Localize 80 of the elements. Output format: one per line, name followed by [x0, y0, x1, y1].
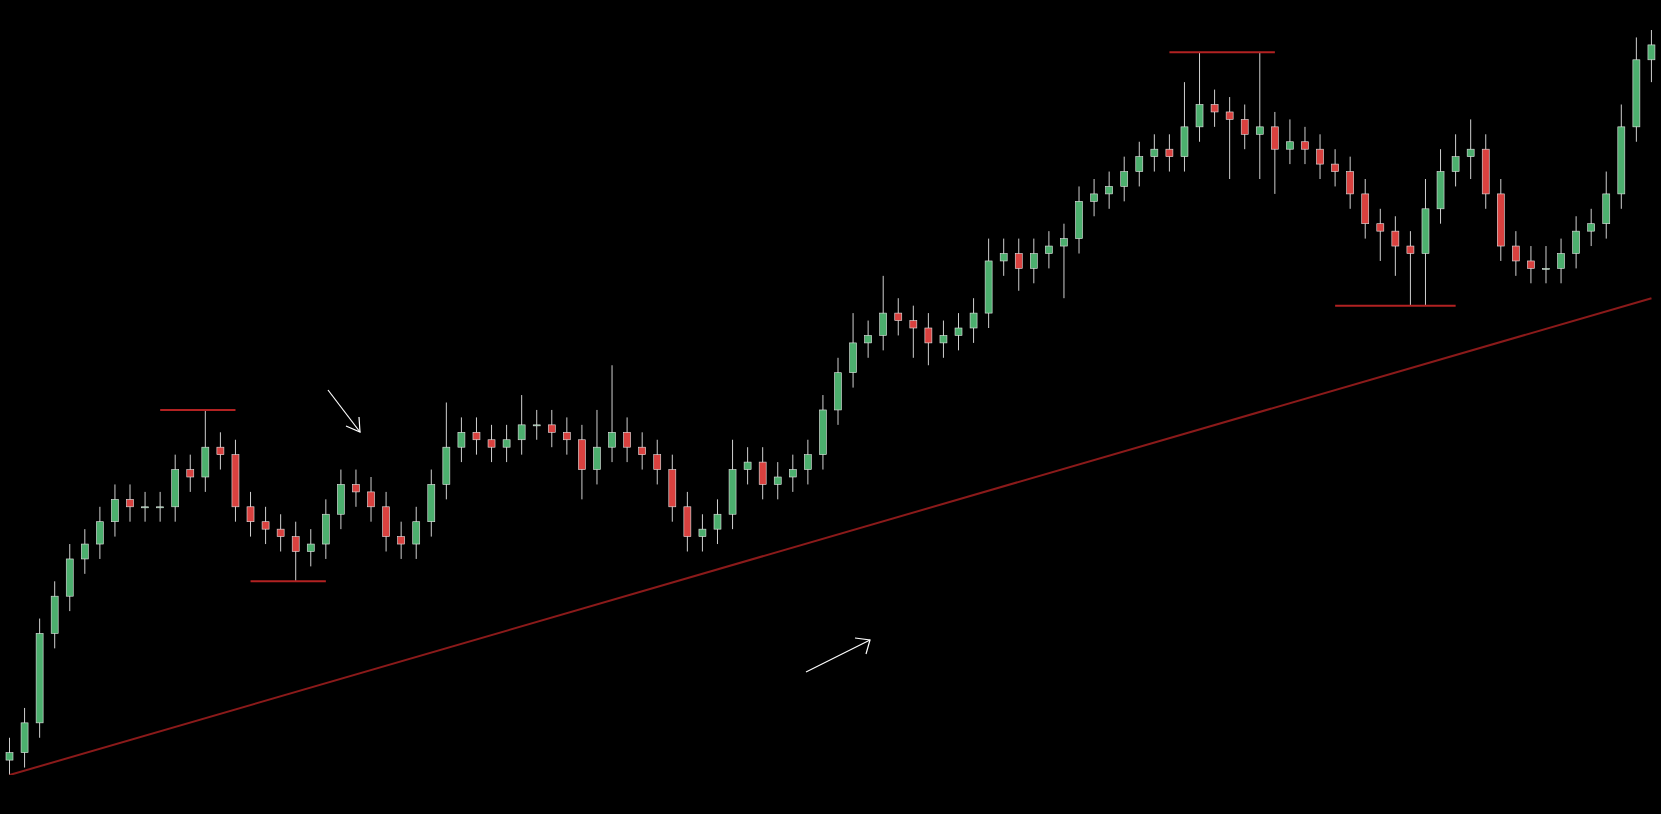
candlestick: [1271, 111, 1279, 195]
candlestick: [246, 491, 255, 538]
candlestick: [879, 275, 887, 351]
candlestick: [939, 320, 948, 359]
candlestick: [1512, 230, 1520, 277]
candlestick: [1225, 96, 1234, 180]
candlestick: [1210, 89, 1219, 128]
candlestick: [1060, 223, 1068, 299]
candlestick: [111, 483, 119, 538]
candlestick: [261, 506, 270, 545]
candlestick: [1030, 238, 1038, 284]
candlestick: [638, 431, 646, 471]
candlestick: [789, 454, 797, 493]
candlestick: [623, 416, 631, 463]
candlestick: [517, 394, 526, 456]
candlestick: [804, 439, 812, 485]
candlestick: [397, 521, 405, 560]
candlestick: [291, 521, 300, 582]
candlestick: [126, 483, 134, 523]
candlestick: [1542, 245, 1550, 284]
candlestick: [276, 513, 285, 552]
candlestick: [1090, 178, 1098, 217]
candlestick: [1301, 126, 1309, 165]
candlestick: [864, 320, 872, 359]
candlestick: [412, 506, 421, 560]
candlestick: [472, 416, 481, 456]
candlestick: [999, 238, 1008, 277]
candlestick: [608, 364, 616, 463]
candlestick: [96, 506, 104, 560]
candlestick: [1527, 245, 1535, 284]
candlestick: [743, 446, 752, 485]
candlestick: [1135, 141, 1144, 187]
candlestick: [1647, 30, 1656, 83]
candlestick: [698, 513, 707, 552]
candlestick: [1105, 171, 1113, 210]
candlestick: [5, 737, 14, 775]
candlestick: [1331, 148, 1339, 187]
candlestick: [1150, 133, 1159, 173]
candlestick: [156, 491, 164, 523]
candlestick: [457, 416, 466, 463]
candlestick: [186, 454, 195, 493]
candlestick: [894, 297, 903, 336]
candlestick: [547, 409, 556, 448]
candlestick: [924, 312, 933, 366]
candlestick: [1316, 133, 1324, 180]
candlestick: [367, 476, 375, 523]
candlestick: [306, 528, 315, 567]
candlestick: [1165, 133, 1174, 173]
candlestick: [141, 491, 149, 523]
candlestick: [81, 528, 89, 575]
candlestick: [1391, 215, 1400, 277]
candlestick: [1255, 51, 1264, 180]
candlestick: [713, 498, 722, 545]
candlestick: [653, 439, 662, 485]
candlestick: [1572, 215, 1580, 269]
candlestick: [352, 469, 360, 508]
candlestick: [593, 409, 601, 485]
candlestick: [1195, 51, 1204, 143]
candlestick: [1406, 230, 1415, 307]
candlestick: [563, 416, 571, 456]
candlestick: [1451, 133, 1460, 187]
candlestick: [773, 461, 782, 500]
candlestick: [1376, 208, 1385, 262]
candlestick: [1014, 238, 1023, 292]
candlestick: [1557, 238, 1565, 284]
candlestick: [954, 312, 963, 351]
candlestick: [1346, 156, 1354, 210]
candlestick: [532, 409, 541, 441]
candlestick: [758, 446, 767, 500]
candlestick: [909, 305, 918, 359]
candlestick: [502, 424, 511, 463]
candlestick: [1286, 118, 1294, 165]
candlestick: [1466, 118, 1475, 180]
candlestick: [1120, 156, 1129, 202]
candlestick: [1045, 230, 1053, 269]
candlestick: [969, 297, 978, 344]
candlestick: [1587, 208, 1595, 247]
candlestick: [1240, 104, 1249, 150]
candlestick: [216, 431, 225, 471]
candlestick: [487, 424, 496, 463]
